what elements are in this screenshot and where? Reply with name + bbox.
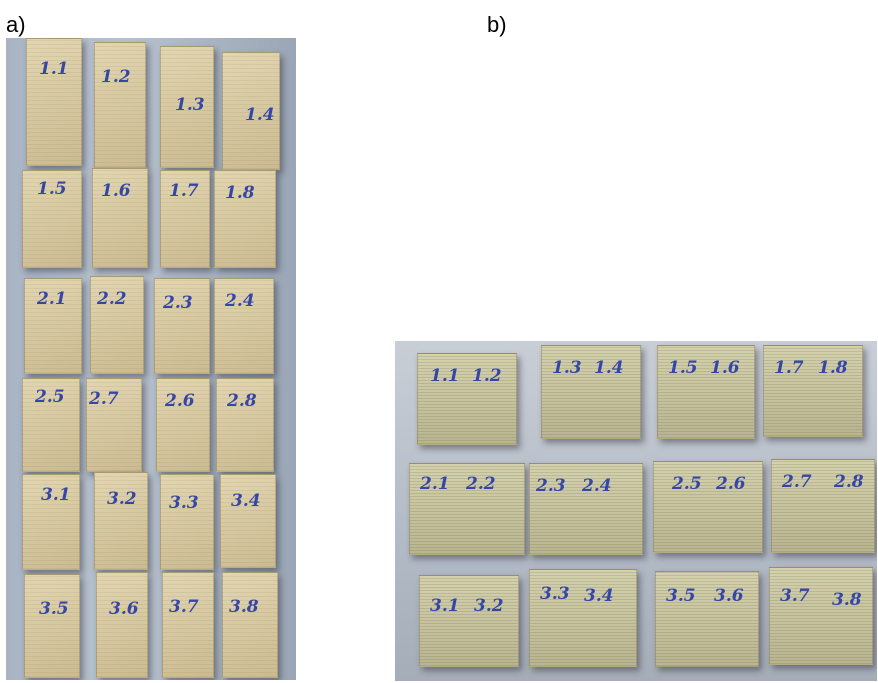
specimen-block: 1.7 [160, 170, 210, 268]
specimen-block: 3.3 [160, 474, 214, 570]
specimen-block: 1.2 [94, 42, 146, 168]
specimen-block: 2.2 [90, 276, 144, 374]
specimen-label: 3.3 [540, 584, 570, 604]
photo-a-wood-specimens: 1.1 1.2 1.3 1.4 1.5 1.6 1.7 1.8 2.1 2.2 … [6, 38, 296, 680]
specimen-label: 2.4 [582, 476, 612, 496]
specimen-label: 1.7 [774, 358, 804, 378]
specimen-block: 3.4 [220, 474, 276, 568]
specimen-label: 1.4 [594, 358, 624, 378]
specimen-label: 2.2 [97, 289, 127, 309]
specimen-label: 2.4 [225, 291, 255, 311]
specimen-label: 3.6 [109, 599, 139, 619]
specimen-block: 2.1 [24, 278, 82, 374]
specimen-label: 1.3 [175, 95, 205, 115]
specimen-block: 3.6 [96, 572, 148, 678]
specimen-label: 1.2 [472, 366, 502, 386]
specimen-label: 3.4 [231, 491, 261, 511]
specimen-block: 2.7 2.8 [771, 459, 875, 553]
specimen-label: 3.5 [666, 586, 696, 606]
specimen-label: 2.3 [163, 293, 193, 313]
specimen-label: 3.2 [107, 489, 137, 509]
specimen-label: 1.6 [101, 181, 131, 201]
specimen-block: 3.8 [222, 572, 278, 678]
specimen-label: 3.2 [474, 596, 504, 616]
specimen-label: 2.7 [782, 472, 812, 492]
specimen-block: 3.5 [24, 574, 80, 678]
specimen-label: 3.7 [169, 597, 199, 617]
specimen-block: 1.8 [214, 170, 276, 268]
specimen-label: 1.7 [169, 181, 199, 201]
specimen-label: 1.6 [710, 358, 740, 378]
specimen-block: 3.3 3.4 [529, 569, 637, 667]
specimen-block: 1.3 [160, 46, 214, 168]
specimen-block: 3.7 3.8 [769, 567, 873, 665]
specimen-block: 2.3 2.4 [529, 463, 643, 555]
specimen-label: 2.5 [672, 474, 702, 494]
specimen-label: 1.1 [39, 59, 69, 79]
specimen-label: 3.8 [229, 597, 259, 617]
photo-b-wood-specimens: 1.1 1.2 1.3 1.4 1.5 1.6 1.7 1.8 2.1 2.2 … [395, 341, 877, 681]
specimen-label: 3.3 [169, 493, 199, 513]
panel-a-label: a) [6, 12, 26, 37]
specimen-label: 1.5 [37, 179, 67, 199]
specimen-label: 1.8 [225, 183, 255, 203]
specimen-block: 2.6 [156, 378, 210, 472]
specimen-block: 2.5 2.6 [653, 461, 763, 553]
specimen-block: 2.8 [216, 378, 274, 472]
specimen-label: 3.1 [430, 596, 460, 616]
specimen-label: 1.3 [552, 358, 582, 378]
specimen-block: 1.1 [26, 38, 82, 166]
specimen-label: 1.2 [101, 67, 131, 87]
specimen-label: 1.1 [430, 366, 460, 386]
specimen-label: 2.2 [466, 474, 496, 494]
specimen-label: 3.8 [832, 590, 862, 610]
specimen-label: 3.6 [714, 586, 744, 606]
specimen-label: 2.3 [536, 476, 566, 496]
specimen-label: 3.4 [584, 586, 614, 606]
specimen-block: 1.4 [222, 52, 280, 170]
specimen-label: 3.5 [39, 599, 69, 619]
specimen-label: 2.1 [37, 289, 67, 309]
specimen-label: 1.4 [245, 105, 275, 125]
specimen-block: 1.5 [22, 170, 82, 268]
specimen-block: 2.1 2.2 [409, 463, 525, 555]
specimen-block: 3.5 3.6 [655, 571, 759, 667]
specimen-block: 3.1 3.2 [419, 575, 519, 667]
specimen-block: 2.4 [214, 278, 274, 374]
specimen-block: 3.7 [162, 572, 214, 678]
specimen-label: 1.5 [668, 358, 698, 378]
specimen-label: 2.8 [227, 391, 257, 411]
specimen-label: 3.1 [41, 485, 71, 505]
specimen-block: 2.5 [22, 378, 80, 472]
panel-b-label: b) [487, 12, 507, 37]
specimen-block: 2.7 [86, 378, 142, 472]
specimen-label: 2.6 [165, 391, 195, 411]
specimen-block: 1.1 1.2 [417, 353, 517, 445]
specimen-label: 2.7 [89, 389, 119, 409]
specimen-block: 2.3 [154, 278, 210, 374]
specimen-block: 3.1 [22, 474, 80, 570]
specimen-label: 3.7 [780, 586, 810, 606]
specimen-label: 2.1 [420, 474, 450, 494]
specimen-block: 1.7 1.8 [763, 345, 863, 437]
specimen-block: 1.3 1.4 [541, 345, 641, 439]
specimen-block: 1.5 1.6 [657, 345, 755, 439]
specimen-block: 3.2 [94, 472, 148, 570]
specimen-block: 1.6 [92, 168, 148, 268]
specimen-label: 1.8 [818, 358, 848, 378]
specimen-label: 2.8 [834, 472, 864, 492]
specimen-label: 2.5 [35, 387, 65, 407]
specimen-label: 2.6 [716, 474, 746, 494]
